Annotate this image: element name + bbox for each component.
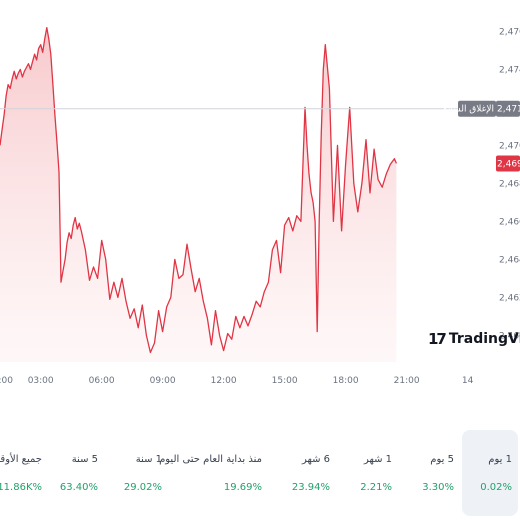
y-tick-label: 2,462.00	[499, 293, 520, 303]
previous-close-label-bg	[458, 100, 496, 117]
x-tick-label: 03:00	[28, 376, 54, 386]
last-price-value: 2,469.05	[497, 159, 520, 169]
y-tick-label: 2,470.00	[499, 141, 520, 151]
period-change: 63.40%	[59, 482, 98, 493]
period-change: 19.69%	[223, 482, 262, 493]
period-label: 1 يوم	[488, 454, 512, 465]
period-label: 6 شهر	[301, 454, 330, 465]
previous-close-badge: الإغلاق السابق 2,471.93	[440, 100, 520, 117]
period-label: جميع الأوقات	[0, 454, 42, 465]
last-price-bg	[496, 155, 520, 172]
period-ytd[interactable]: منذ بداية العام حتى اليوم 19.69%	[159, 430, 268, 516]
period-label: 1 سنة	[135, 454, 162, 465]
period-1-day[interactable]: 1 يوم 0.02%	[462, 430, 518, 516]
period-1-year[interactable]: 1 سنة 29.02%	[108, 430, 168, 516]
period-change: 11.86K%	[0, 482, 42, 493]
x-tick-label: 01:00	[0, 376, 13, 386]
period-label: منذ بداية العام حتى اليوم	[159, 454, 262, 465]
x-tick-label: 06:00	[89, 376, 115, 386]
tradingview-logo[interactable]: 17 TradingView	[428, 330, 520, 348]
performance-periods: 1 يوم 0.02% 5 يوم 3.30% 1 شهر 2.21% 6 شهر 23…	[0, 430, 520, 520]
last-price-badge: 2,469.05	[496, 155, 520, 172]
tradingview-wordmark: TradingView	[448, 331, 520, 347]
x-tick-label: 18:00	[333, 376, 359, 386]
period-change: 23.94%	[291, 482, 330, 493]
y-tick-label: 2,468.00	[499, 179, 520, 189]
period-change: 0.02%	[480, 482, 512, 493]
y-tick-label: 2,474.00	[499, 65, 520, 75]
price-area	[0, 27, 397, 362]
price-line	[0, 26, 397, 354]
x-tick-label: 15:00	[272, 376, 298, 386]
previous-close-value-bg	[496, 100, 520, 117]
period-label: 5 سنة	[71, 454, 98, 465]
period-5-year[interactable]: 5 سنة 63.40%	[44, 430, 104, 516]
period-all-time[interactable]: جميع الأوقات 11.86K%	[0, 430, 48, 516]
y-tick-label: 2,466.00	[499, 217, 520, 227]
period-5-day[interactable]: 5 يوم 3.30%	[400, 430, 460, 516]
x-tick-label: 12:00	[211, 376, 237, 386]
y-tick-label: 2,476.00	[499, 27, 520, 37]
period-6-month[interactable]: 6 شهر 23.94%	[272, 430, 336, 516]
period-label: 5 يوم	[430, 454, 454, 465]
period-1-month[interactable]: 1 شهر 2.21%	[338, 430, 398, 516]
previous-close-value: 2,471.93	[497, 105, 520, 115]
period-label: 1 شهر	[363, 454, 392, 465]
price-chart: 2,476.002,474.002,472.002,470.002,468.00…	[0, 26, 520, 386]
period-change: 3.30%	[422, 482, 454, 493]
y-tick-label: 2,464.00	[499, 255, 520, 265]
period-change: 29.02%	[123, 482, 162, 493]
x-tick-label: 14	[462, 376, 474, 386]
previous-close-label: الإغلاق السابق	[440, 105, 494, 115]
period-change: 2.21%	[360, 482, 392, 493]
x-tick-label: 21:00	[394, 376, 420, 386]
tradingview-icon: 17	[428, 330, 447, 348]
x-tick-label: 09:00	[150, 376, 176, 386]
y-tick-label: 2,460.00	[499, 331, 520, 341]
